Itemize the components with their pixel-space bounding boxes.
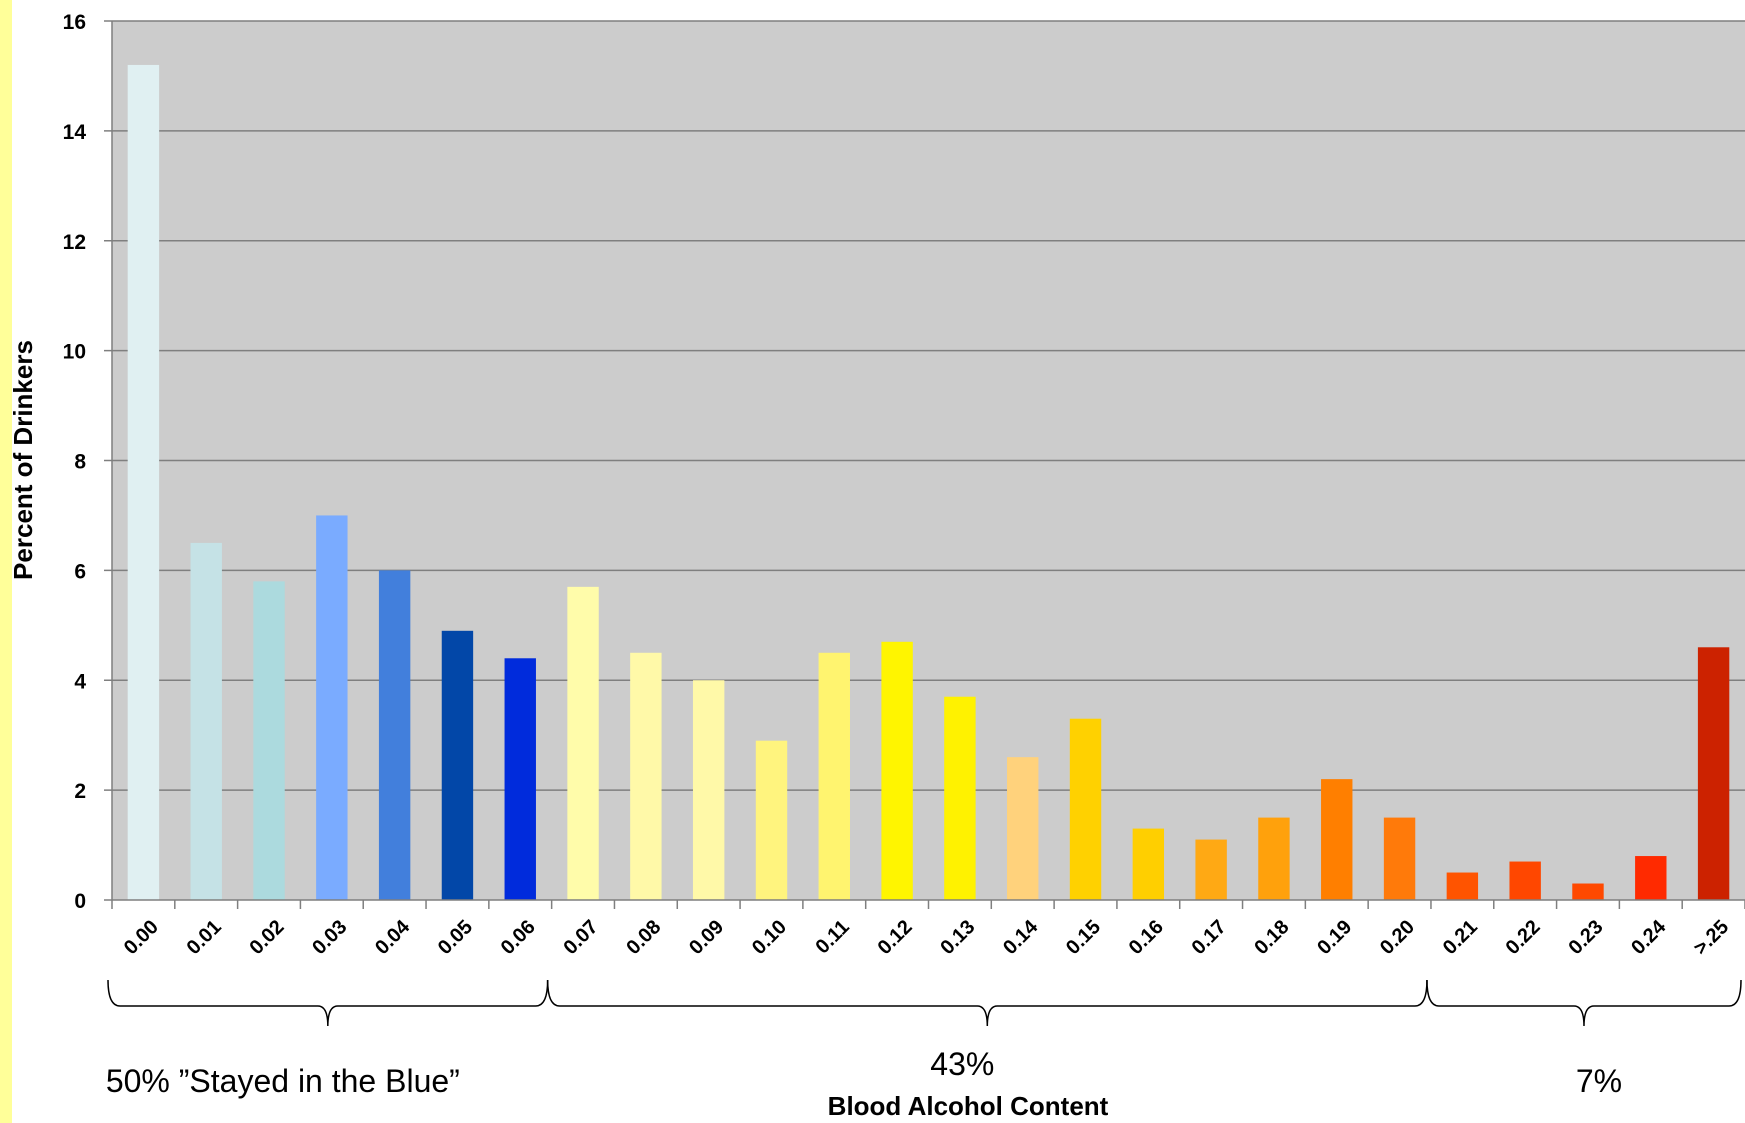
y-tick-label: 8: [74, 451, 86, 474]
x-tick-label: 0.15: [1062, 916, 1105, 959]
bar: [127, 64, 160, 900]
x-tick-label: 0.17: [1188, 916, 1231, 959]
bar: [378, 570, 411, 900]
bar: [1195, 839, 1227, 900]
y-axis-title: Percent of Drinkers: [8, 340, 38, 580]
y-tick-label: 0: [74, 890, 86, 913]
x-tick-label: 0.02: [245, 916, 288, 959]
x-tick-label: >.25: [1690, 916, 1733, 959]
x-tick-label: 0.13: [936, 916, 979, 959]
x-tick-label: 0.10: [748, 916, 791, 959]
x-axis-title: Blood Alcohol Content: [828, 1091, 1109, 1121]
bar: [1132, 828, 1165, 900]
x-tick-label: 0.03: [308, 916, 351, 959]
y-tick-labels: 0 2 4 6 8 10 12 14 16: [63, 11, 87, 913]
bar: [441, 630, 474, 900]
group-label: 50% ”Stayed in the Blue”: [106, 1063, 460, 1099]
x-tick-label: 0.05: [434, 916, 477, 959]
bar: [1069, 718, 1102, 900]
x-tick-label: 0.12: [874, 916, 917, 959]
y-tick-label: 16: [63, 11, 86, 34]
bars: [127, 64, 1730, 900]
group-braces: [107, 979, 1742, 1027]
x-tick-label: 0.19: [1313, 916, 1356, 959]
y-tick-label: 4: [74, 670, 86, 693]
bar: [190, 542, 222, 900]
bar: [1383, 817, 1416, 900]
bar: [630, 652, 662, 900]
x-tick-label: 0.20: [1376, 916, 1419, 959]
bar: [567, 586, 599, 900]
x-tick-label: 0.24: [1627, 915, 1671, 959]
page-accent-strip: [0, 0, 12, 1123]
y-tick-label: 12: [63, 231, 86, 254]
bar: [1446, 872, 1479, 900]
x-tick-label: 0.06: [497, 916, 540, 959]
group-brace: [107, 979, 549, 1027]
y-tick-label: 14: [63, 121, 87, 144]
x-tick-label: 0.08: [622, 916, 665, 959]
y-tick-label: 2: [74, 780, 86, 803]
group-label: 43%: [930, 1046, 994, 1082]
x-tick-label: 0.09: [685, 916, 728, 959]
x-tick-label: 0.18: [1250, 916, 1293, 959]
x-tick-labels: 0.00 0.01 0.02 0.03 0.04 0.05 0.06 0.07 0.08 0.09…: [120, 915, 1733, 959]
bar: [1007, 757, 1039, 900]
y-tick-label: 6: [74, 560, 86, 583]
bar: [692, 680, 725, 900]
bar: [504, 658, 536, 900]
group-label: 7%: [1576, 1063, 1622, 1099]
bar: [1509, 861, 1541, 900]
bar: [755, 740, 788, 900]
bar: [1572, 883, 1604, 900]
bar: [316, 515, 348, 900]
gridlines: [112, 20, 1745, 791]
bar: [881, 641, 913, 900]
x-tick-label: 0.04: [371, 915, 415, 959]
x-tick-label: 0.00: [120, 916, 163, 959]
x-tick-label: 0.01: [183, 916, 226, 959]
y-tick-label: 10: [63, 341, 86, 364]
group-brace: [546, 979, 1428, 1027]
bar: [1258, 817, 1290, 900]
bar: [253, 581, 285, 900]
x-tick-label: 0.23: [1564, 916, 1607, 959]
x-tick-label: 0.21: [1439, 916, 1482, 959]
x-tick-label: 0.22: [1502, 916, 1545, 959]
bar: [944, 696, 976, 900]
x-tick-label: 0.14: [999, 915, 1043, 959]
bar: [1697, 647, 1730, 900]
bar: [1321, 779, 1353, 900]
x-tick-label: 0.07: [560, 916, 603, 959]
axes: [104, 20, 1745, 909]
group-labels: 50% ”Stayed in the Blue” 43% 7%: [106, 1046, 1622, 1099]
bar: [1635, 856, 1667, 900]
group-brace: [1426, 979, 1742, 1027]
bar: [818, 652, 850, 900]
x-tick-label: 0.11: [812, 916, 854, 958]
x-tick-label: 0.16: [1125, 916, 1168, 959]
